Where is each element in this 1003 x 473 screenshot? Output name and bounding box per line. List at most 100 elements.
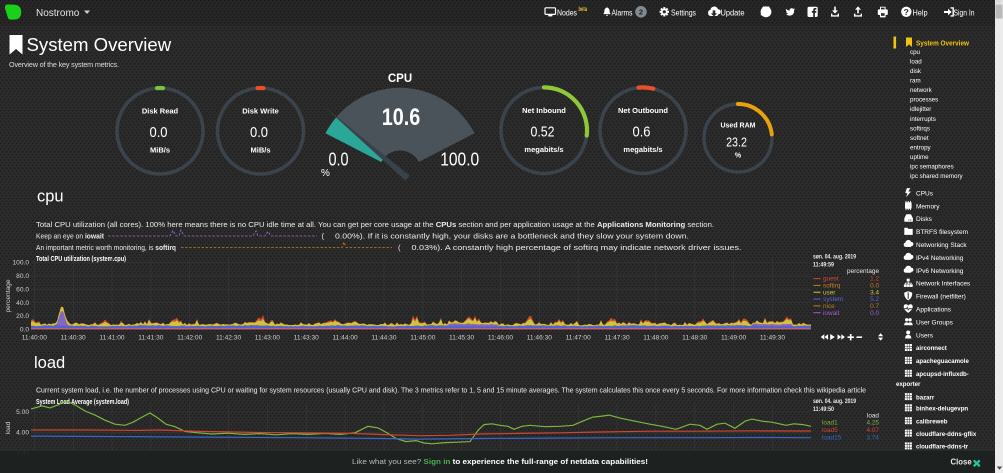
svg-text:load: load bbox=[5, 421, 12, 434]
svg-text:exporter: exporter bbox=[896, 381, 921, 388]
svg-text:11:44:00: 11:44:00 bbox=[333, 335, 359, 342]
svg-text:2: 2 bbox=[639, 7, 643, 16]
svg-text:11:49:50: 11:49:50 bbox=[813, 406, 834, 413]
svg-text:11:40:30: 11:40:30 bbox=[61, 335, 87, 342]
svg-text:load: load bbox=[34, 354, 65, 372]
svg-text:softirq: softirq bbox=[823, 283, 841, 290]
svg-text:0.0: 0.0 bbox=[150, 124, 168, 141]
svg-text:An important metric worth moni: An important metric worth monitoring, is… bbox=[36, 243, 176, 252]
svg-text:ipc semaphores: ipc semaphores bbox=[910, 164, 954, 171]
svg-text:network: network bbox=[910, 87, 933, 94]
svg-text:23.2: 23.2 bbox=[726, 135, 747, 150]
svg-text:søn. 04. aug. 2019: søn. 04. aug. 2019 bbox=[813, 254, 856, 261]
svg-text:interrupts: interrupts bbox=[910, 116, 936, 123]
svg-text:megabits/s: megabits/s bbox=[623, 145, 662, 154]
svg-text:11:49:00: 11:49:00 bbox=[721, 335, 747, 342]
svg-text:11:46:00: 11:46:00 bbox=[488, 335, 514, 342]
svg-text:11:42:30: 11:42:30 bbox=[216, 335, 242, 342]
svg-text:0.03%). A constantly high perc: 0.03%). A constantly high percentage of … bbox=[412, 243, 742, 252]
svg-text:idlejitter: idlejitter bbox=[910, 106, 931, 113]
svg-text:4.00: 4.00 bbox=[16, 430, 29, 437]
svg-text:Like what you see? Sign in to: Like what you see? Sign in to experience… bbox=[352, 457, 648, 466]
svg-text:nice: nice bbox=[823, 303, 835, 310]
svg-text:Total CPU utilization (all cor: Total CPU utilization (all cores). 100% … bbox=[36, 220, 714, 229]
svg-text:11:49:59: 11:49:59 bbox=[813, 262, 834, 269]
svg-text:Users: Users bbox=[916, 332, 934, 339]
svg-text:Overview of the key system met: Overview of the key system metrics. bbox=[9, 60, 119, 69]
svg-text:softnet: softnet bbox=[910, 135, 929, 142]
svg-text:0.7: 0.7 bbox=[870, 303, 879, 310]
svg-text:10.6: 10.6 bbox=[382, 104, 421, 131]
svg-text:5.00: 5.00 bbox=[16, 409, 29, 416]
svg-text:cloudflare-ddns-tr: cloudflare-ddns-tr bbox=[916, 444, 969, 451]
svg-text:system: system bbox=[823, 296, 843, 303]
svg-text:IPv6 Networking: IPv6 Networking bbox=[916, 268, 964, 275]
svg-text:Sign In: Sign In bbox=[954, 8, 975, 17]
svg-text:Update: Update bbox=[721, 8, 746, 17]
svg-text:Nodes: Nodes bbox=[557, 8, 577, 17]
svg-text:Help: Help bbox=[913, 8, 929, 17]
svg-text:disk: disk bbox=[910, 68, 922, 75]
svg-text:load: load bbox=[867, 413, 880, 420]
svg-text:100.0: 100.0 bbox=[12, 260, 29, 267]
svg-text:Applications: Applications bbox=[916, 307, 952, 314]
svg-text:Current system load, i.e. the: Current system load, i.e. the number of … bbox=[36, 386, 866, 395]
svg-text:MiB/s: MiB/s bbox=[150, 146, 170, 155]
svg-text:percentage: percentage bbox=[847, 268, 879, 275]
svg-text:(: ( bbox=[398, 243, 401, 252]
svg-text:Disks: Disks bbox=[916, 216, 933, 223]
svg-text:11:41:00: 11:41:00 bbox=[99, 335, 125, 342]
svg-text:Used RAM: Used RAM bbox=[720, 123, 755, 130]
svg-text:11:43:00: 11:43:00 bbox=[255, 335, 281, 342]
svg-text:binhex-delugevpn: binhex-delugevpn bbox=[916, 406, 968, 413]
svg-text:11:44:30: 11:44:30 bbox=[371, 335, 397, 342]
svg-text:megabits/s: megabits/s bbox=[524, 145, 563, 154]
svg-text:11:48:00: 11:48:00 bbox=[643, 335, 669, 342]
svg-text:MiB/s: MiB/s bbox=[250, 146, 270, 155]
svg-text:Net Outbound: Net Outbound bbox=[618, 106, 668, 115]
svg-text:4.25: 4.25 bbox=[867, 420, 880, 427]
svg-text:11:47:00: 11:47:00 bbox=[566, 335, 592, 342]
svg-text:load15: load15 bbox=[822, 434, 842, 441]
svg-text:Keep an eye on iowait: Keep an eye on iowait bbox=[36, 232, 104, 241]
svg-text:0.52: 0.52 bbox=[531, 123, 555, 140]
svg-text:cpu: cpu bbox=[37, 188, 64, 206]
svg-text:11:40:00: 11:40:00 bbox=[22, 335, 48, 342]
svg-text:Memory: Memory bbox=[916, 203, 940, 210]
svg-text:Total CPU utilization (system.: Total CPU utilization (system.cpu) bbox=[36, 256, 126, 263]
svg-text:processes: processes bbox=[910, 97, 938, 104]
svg-text:(: ( bbox=[322, 232, 325, 241]
svg-text:%: % bbox=[735, 153, 742, 160]
svg-text:cpu: cpu bbox=[910, 49, 921, 56]
svg-text:11:42:00: 11:42:00 bbox=[177, 335, 203, 342]
svg-text:User Groups: User Groups bbox=[916, 319, 954, 326]
svg-text:System Overview: System Overview bbox=[27, 34, 172, 55]
svg-text:11:46:30: 11:46:30 bbox=[527, 335, 553, 342]
svg-text:Alarms: Alarms bbox=[612, 8, 633, 17]
svg-text:bazarr: bazarr bbox=[916, 394, 935, 401]
svg-text:airconnect: airconnect bbox=[916, 345, 947, 352]
svg-text:iowait: iowait bbox=[823, 310, 840, 317]
svg-text:load1: load1 bbox=[822, 420, 838, 427]
svg-text:100.0: 100.0 bbox=[440, 148, 479, 169]
svg-text:percentage: percentage bbox=[5, 279, 12, 312]
svg-text:40.0: 40.0 bbox=[16, 300, 29, 307]
svg-text:beta: beta bbox=[579, 6, 588, 13]
svg-text:cloudflare-ddns-gflix: cloudflare-ddns-gflix bbox=[916, 431, 977, 438]
svg-text:load5: load5 bbox=[822, 427, 838, 434]
svg-text:IPv4 Networking: IPv4 Networking bbox=[916, 255, 964, 262]
svg-text:0.6: 0.6 bbox=[633, 123, 651, 140]
svg-text:60.0: 60.0 bbox=[16, 286, 29, 293]
svg-text:11:49:30: 11:49:30 bbox=[760, 335, 786, 342]
svg-text:Net Inbound: Net Inbound bbox=[522, 106, 566, 115]
svg-text:0.00%). If it is constantly hi: 0.00%). If it is constantly high, your d… bbox=[335, 232, 689, 241]
svg-text:Network Interfaces: Network Interfaces bbox=[916, 281, 971, 288]
svg-text:0.0: 0.0 bbox=[870, 283, 879, 290]
svg-text:3.74: 3.74 bbox=[867, 434, 880, 441]
svg-text:Disk Read: Disk Read bbox=[142, 107, 179, 116]
svg-text:BTRFS filesystem: BTRFS filesystem bbox=[916, 229, 968, 236]
svg-text:CPUs: CPUs bbox=[916, 190, 934, 197]
svg-text:calibreweb: calibreweb bbox=[916, 418, 948, 425]
svg-text:System Load Average (system.lo: System Load Average (system.load) bbox=[36, 399, 129, 406]
svg-text:Firewall (netfilter): Firewall (netfilter) bbox=[916, 294, 966, 301]
